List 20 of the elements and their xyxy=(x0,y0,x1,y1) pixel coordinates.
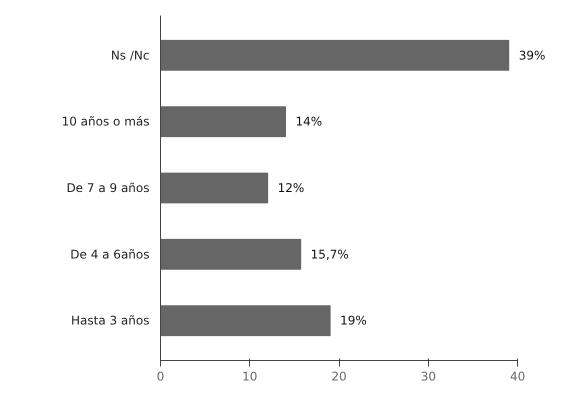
x-tick-label: 0 xyxy=(156,370,164,384)
x-tick-label: 10 xyxy=(242,370,258,384)
bar xyxy=(160,172,268,204)
data-label: 14% xyxy=(296,114,322,129)
y-tick-label: Ns /Nc xyxy=(110,48,150,62)
data-label: 39% xyxy=(518,48,546,62)
data-label: 15,7% xyxy=(310,247,349,262)
x-tick-label: 20 xyxy=(331,370,347,384)
bar xyxy=(160,238,302,270)
bar xyxy=(160,106,286,138)
y-tick-label: Hasta 3 años xyxy=(70,314,150,328)
x-tick-label: 40 xyxy=(510,370,526,384)
data-label: 19% xyxy=(340,314,367,328)
y-tick-label: De 4 a 6años xyxy=(70,247,150,262)
bar xyxy=(160,305,331,336)
bar xyxy=(160,40,510,71)
data-label: 12% xyxy=(278,181,304,195)
y-tick-label: De 7 a 9 años xyxy=(66,181,150,195)
x-tick-label: 30 xyxy=(420,370,436,384)
y-tick-label: 10 años o más xyxy=(62,114,150,129)
